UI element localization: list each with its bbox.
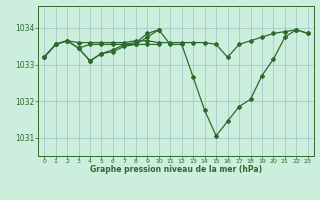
X-axis label: Graphe pression niveau de la mer (hPa): Graphe pression niveau de la mer (hPa): [90, 165, 262, 174]
